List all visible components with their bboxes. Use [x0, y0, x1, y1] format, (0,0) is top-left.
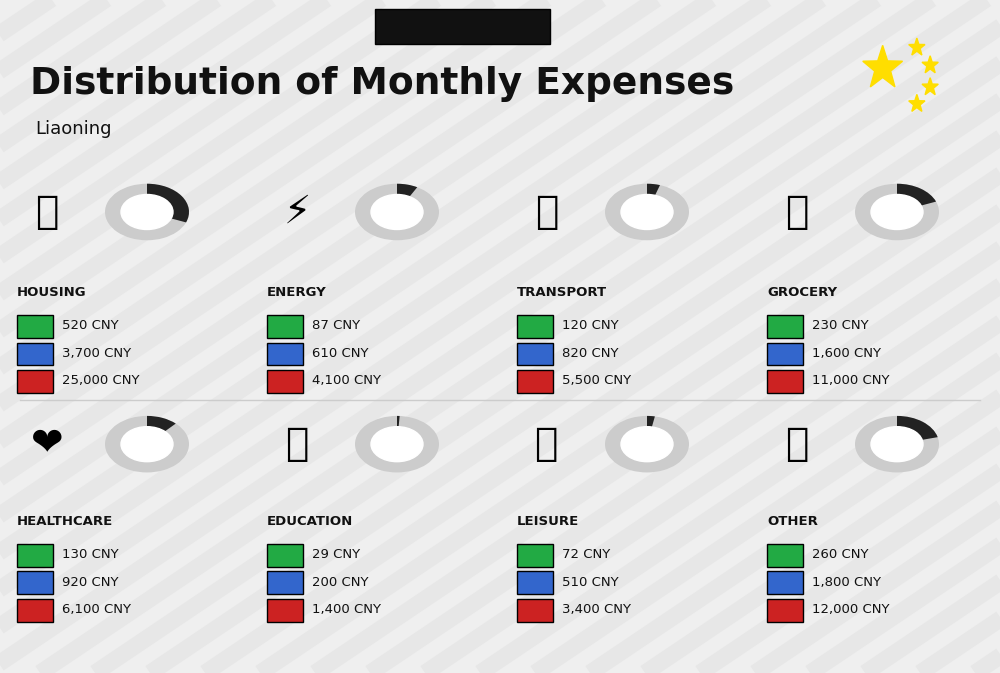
- Text: MIN: MIN: [775, 550, 795, 559]
- Text: 120 CNY: 120 CNY: [562, 319, 619, 332]
- Text: Individual: Individual: [425, 19, 500, 34]
- Text: HEALTHCARE: HEALTHCARE: [17, 515, 113, 528]
- Text: 87 CNY: 87 CNY: [312, 319, 360, 332]
- Text: 3%: 3%: [634, 435, 660, 450]
- Text: 260 CNY: 260 CNY: [812, 548, 868, 561]
- Text: 🛍️: 🛍️: [535, 425, 559, 463]
- Text: ⚡: ⚡: [283, 193, 311, 231]
- Text: MIN: MIN: [275, 321, 295, 330]
- Text: MAX: MAX: [274, 605, 297, 614]
- Text: AVG: AVG: [25, 349, 45, 358]
- Text: 8%: 8%: [384, 203, 410, 218]
- Text: 5%: 5%: [634, 203, 660, 218]
- Text: TRANSPORT: TRANSPORT: [517, 286, 607, 299]
- Text: 130 CNY: 130 CNY: [62, 548, 119, 561]
- Text: MIN: MIN: [25, 550, 45, 559]
- Text: AVG: AVG: [775, 577, 795, 587]
- Text: AVG: AVG: [525, 349, 545, 358]
- Text: 1,800 CNY: 1,800 CNY: [812, 575, 881, 589]
- Text: AVG: AVG: [275, 577, 295, 587]
- Polygon shape: [909, 38, 925, 55]
- Text: 920 CNY: 920 CNY: [62, 575, 119, 589]
- Text: MIN: MIN: [775, 321, 795, 330]
- Text: 11,000 CNY: 11,000 CNY: [812, 374, 890, 388]
- Text: HOUSING: HOUSING: [17, 286, 87, 299]
- Text: MAX: MAX: [774, 376, 796, 386]
- Polygon shape: [863, 45, 903, 87]
- Polygon shape: [909, 94, 925, 111]
- Text: 25,000 CNY: 25,000 CNY: [62, 374, 140, 388]
- Polygon shape: [922, 77, 938, 95]
- Text: 12,000 CNY: 12,000 CNY: [812, 603, 890, 616]
- Text: 4,100 CNY: 4,100 CNY: [312, 374, 381, 388]
- Text: OTHER: OTHER: [767, 515, 818, 528]
- Text: 1,600 CNY: 1,600 CNY: [812, 347, 881, 360]
- Text: MAX: MAX: [24, 376, 46, 386]
- Text: 520 CNY: 520 CNY: [62, 319, 119, 332]
- Text: LEISURE: LEISURE: [517, 515, 579, 528]
- Text: 3,700 CNY: 3,700 CNY: [62, 347, 131, 360]
- Text: 610 CNY: 610 CNY: [312, 347, 368, 360]
- Text: MAX: MAX: [524, 605, 546, 614]
- Text: 230 CNY: 230 CNY: [812, 319, 869, 332]
- Text: EDUCATION: EDUCATION: [267, 515, 353, 528]
- Text: AVG: AVG: [525, 577, 545, 587]
- Text: 🛒: 🛒: [785, 193, 809, 231]
- Text: 5,500 CNY: 5,500 CNY: [562, 374, 631, 388]
- Text: 1%: 1%: [384, 435, 410, 450]
- Text: AVG: AVG: [775, 349, 795, 358]
- Text: MIN: MIN: [275, 550, 295, 559]
- Text: Liaoning: Liaoning: [35, 120, 112, 138]
- Text: MAX: MAX: [524, 376, 546, 386]
- Text: MAX: MAX: [774, 605, 796, 614]
- Text: 🎓: 🎓: [285, 425, 309, 463]
- Text: 🏙: 🏙: [35, 193, 59, 231]
- Text: GROCERY: GROCERY: [767, 286, 837, 299]
- Text: 510 CNY: 510 CNY: [562, 575, 619, 589]
- Text: ENERGY: ENERGY: [267, 286, 327, 299]
- Text: 29 CNY: 29 CNY: [312, 548, 360, 561]
- Text: 🚌: 🚌: [535, 193, 559, 231]
- Text: 3,400 CNY: 3,400 CNY: [562, 603, 631, 616]
- Text: MIN: MIN: [525, 321, 545, 330]
- Text: 820 CNY: 820 CNY: [562, 347, 618, 360]
- Text: MIN: MIN: [25, 321, 45, 330]
- Text: 31%: 31%: [129, 203, 165, 218]
- Text: MAX: MAX: [24, 605, 46, 614]
- Text: MAX: MAX: [274, 376, 297, 386]
- Polygon shape: [922, 56, 938, 73]
- Text: MIN: MIN: [525, 550, 545, 559]
- Text: 12%: 12%: [129, 435, 165, 450]
- Text: 6,100 CNY: 6,100 CNY: [62, 603, 131, 616]
- Text: 19%: 19%: [879, 203, 915, 218]
- Text: 200 CNY: 200 CNY: [312, 575, 368, 589]
- Text: AVG: AVG: [275, 349, 295, 358]
- Text: 1,400 CNY: 1,400 CNY: [312, 603, 381, 616]
- Text: 72 CNY: 72 CNY: [562, 548, 610, 561]
- Text: Distribution of Monthly Expenses: Distribution of Monthly Expenses: [30, 66, 734, 102]
- Text: ❤️: ❤️: [31, 425, 63, 463]
- Text: 👜: 👜: [785, 425, 809, 463]
- Text: AVG: AVG: [25, 577, 45, 587]
- Text: 21%: 21%: [879, 435, 915, 450]
